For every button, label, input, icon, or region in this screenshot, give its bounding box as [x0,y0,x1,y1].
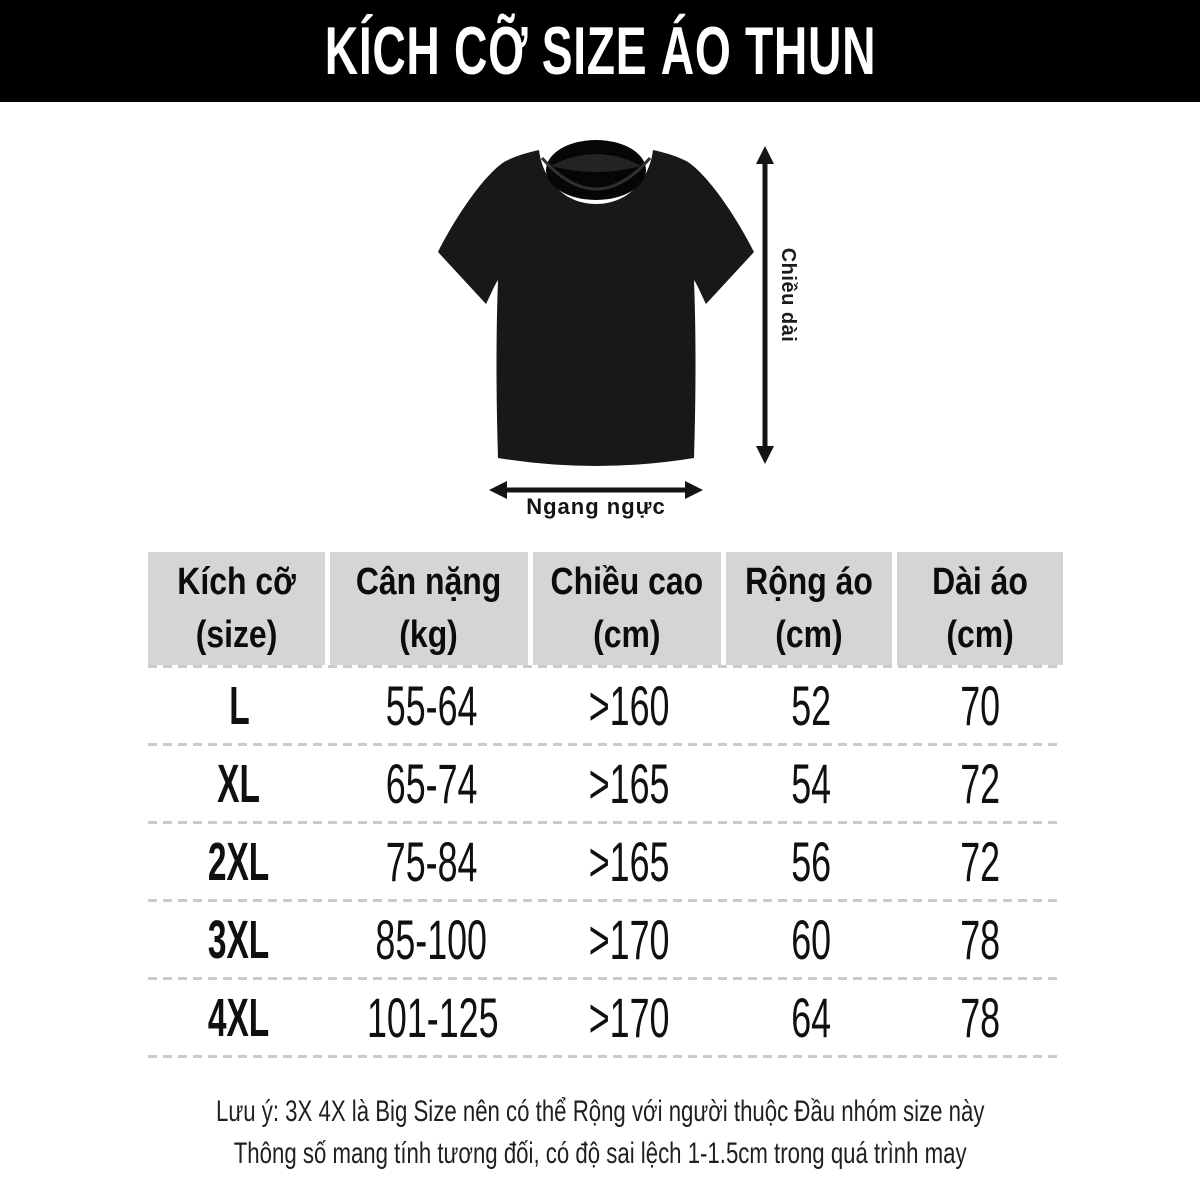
row-separator [148,821,1063,824]
row-separator [148,1055,1063,1058]
table-row: XL 65-74 >165 54 72 [148,746,1063,821]
cell-weight: 85-100 [330,907,533,972]
cell-value: 78 [960,986,1000,1049]
row-separator [148,743,1063,746]
cell-value: 72 [960,752,1000,815]
cell-value: 75-84 [385,830,478,893]
cell-height: >165 [533,751,726,816]
column-label: Kích cỡ [177,561,296,604]
size-table-body: L 55-64 >160 52 70 XL 65-74 >165 54 72 2XL 75-84 >16… [148,668,1063,1058]
cell-value: 54 [791,752,832,815]
cell-value: 64 [791,986,832,1049]
cell-width_cm: 52 [726,673,897,738]
size-table-header: Kích cỡ (size) Cân nặng (kg) Chiều cao (cm) Rộ… [148,552,1063,665]
cell-value: 55-64 [385,674,478,737]
column-label: Chiều cao [550,561,704,604]
cell-value: L [228,675,250,736]
cell-height: >170 [533,907,726,972]
table-row: 3XL 85-100 >170 60 78 [148,902,1063,977]
cell-value: 3XL [208,909,270,970]
cell-value: 65-74 [385,752,478,815]
cell-length_cm: 72 [897,751,1063,816]
table-row: 4XL 101-125 >170 64 78 [148,980,1063,1055]
header-cell-4: Dài áo (cm) [897,552,1063,665]
cell-height: >160 [533,673,726,738]
chest-arrow-icon [489,481,703,499]
header-cell-2: Chiều cao (cm) [533,552,726,665]
column-unit: (cm) [775,613,843,656]
column-label: Cân nặng [356,561,502,604]
cell-value: XL [217,753,261,814]
cell-value: 52 [791,674,832,737]
cell-width_cm: 64 [726,985,897,1050]
tshirt-back-collar [551,154,641,172]
cell-value: >160 [589,674,670,737]
cell-size: L [148,675,330,737]
column-unit: (size) [195,613,278,656]
cell-value: >170 [589,908,670,971]
column-unit: (cm) [946,613,1014,656]
cell-weight: 75-84 [330,829,533,894]
cell-length_cm: 78 [897,907,1063,972]
cell-size: 2XL [148,831,330,893]
header-cell-0: Kích cỡ (size) [148,552,330,665]
cell-value: 70 [960,674,1000,737]
cell-weight: 65-74 [330,751,533,816]
cell-size: XL [148,753,330,815]
length-arrow-icon [756,146,774,464]
header-cell-3: Rộng áo (cm) [726,552,897,665]
cell-value: 60 [791,908,832,971]
column-unit: (kg) [399,613,459,656]
length-label: Chiều dài [777,247,799,343]
cell-value: 78 [960,908,1000,971]
cell-length_cm: 70 [897,673,1063,738]
cell-value: 101-125 [366,986,499,1049]
cell-width_cm: 56 [726,829,897,894]
cell-value: 56 [791,830,832,893]
cell-weight: 101-125 [330,985,533,1050]
cell-height: >165 [533,829,726,894]
header-separator [148,665,1063,668]
note-line-1-text: Lưu ý: 3X 4X là Big Size nên có thể Rộng… [215,1095,985,1128]
chest-label: Ngang ngực [526,494,666,519]
tshirt-image [438,140,754,466]
cell-height: >170 [533,985,726,1050]
tshirt-collar-seam [540,157,652,191]
cell-length_cm: 78 [897,985,1063,1050]
note-line-2-text: Thông số mang tính tương đối, có độ sai … [233,1137,967,1170]
note-line-2: Thông số mang tính tương đối, có độ sai … [0,1137,1200,1171]
cell-weight: 55-64 [330,673,533,738]
cell-value: >170 [589,986,670,1049]
note-line-1: Lưu ý: 3X 4X là Big Size nên có thể Rộng… [0,1095,1200,1129]
cell-value: >165 [589,752,670,815]
page-title: KÍCH CỠ SIZE ÁO THUN [324,13,876,89]
cell-width_cm: 54 [726,751,897,816]
cell-value: 2XL [208,831,270,892]
column-label: Rộng áo [745,561,873,604]
cell-value: 4XL [208,987,270,1048]
row-separator [148,977,1063,980]
column-unit: (cm) [593,613,661,656]
table-row: 2XL 75-84 >165 56 72 [148,824,1063,899]
table-row: L 55-64 >160 52 70 [148,668,1063,743]
cell-length_cm: 72 [897,829,1063,894]
cell-value: 85-100 [375,908,488,971]
tshirt-body [438,150,754,466]
cell-size: 3XL [148,909,330,971]
cell-value: 72 [960,830,1000,893]
cell-width_cm: 60 [726,907,897,972]
cell-size: 4XL [148,987,330,1049]
size-table: Kích cỡ (size) Cân nặng (kg) Chiều cao (cm) Rộ… [148,552,1063,1058]
cell-value: >165 [589,830,670,893]
column-label: Dài áo [932,561,1028,604]
row-separator [148,899,1063,902]
header-cell-1: Cân nặng (kg) [330,552,533,665]
title-banner: KÍCH CỠ SIZE ÁO THUN [0,0,1200,102]
